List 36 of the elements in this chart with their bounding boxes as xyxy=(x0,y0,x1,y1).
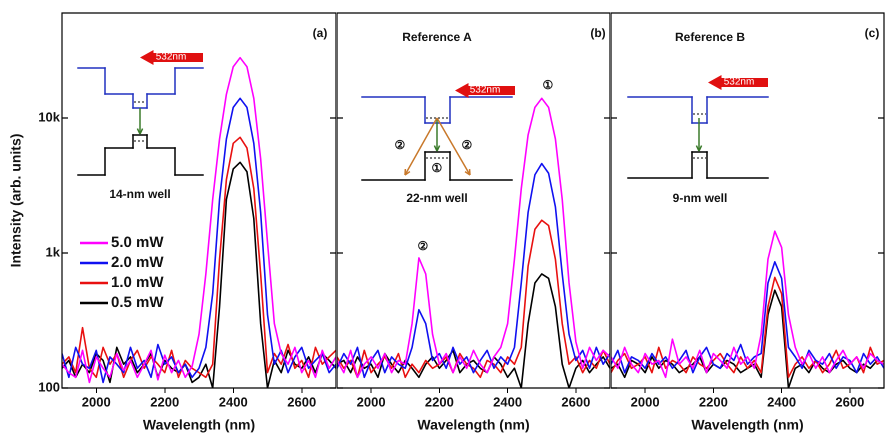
annotation: (a) xyxy=(312,26,328,40)
annotation: ② xyxy=(462,138,472,152)
y-tick-label: 10k xyxy=(38,110,61,125)
x-tick-label: 2400 xyxy=(493,394,522,410)
x-tick-label: 2000 xyxy=(630,394,660,410)
x-tick-label: 2400 xyxy=(767,394,796,410)
annotation: (c) xyxy=(864,26,880,40)
annotation: 14-nm well xyxy=(109,187,171,201)
x-tick-label: 2000 xyxy=(356,394,386,410)
annotation: (b) xyxy=(590,26,606,40)
x-axis-title: Wavelength (nm) xyxy=(691,416,804,432)
x-tick-label: 2200 xyxy=(698,394,728,410)
x-axis-title: Wavelength (nm) xyxy=(417,416,530,432)
legend-label: 2.0 mW xyxy=(111,254,164,272)
annotation: ② xyxy=(418,239,428,253)
annotation: 22-nm well xyxy=(406,191,468,205)
x-tick-label: 2600 xyxy=(561,394,590,410)
annotation: ① xyxy=(432,161,442,175)
x-tick-label: 2600 xyxy=(287,394,316,410)
y-axis-title: Intensity (arb. units) xyxy=(7,134,24,268)
x-tick-label: 2000 xyxy=(82,394,111,410)
annotation: 9-nm well xyxy=(672,191,728,205)
x-tick-label: 2400 xyxy=(218,394,248,410)
annotation: Reference B xyxy=(674,30,746,44)
legend-label: 5.0 mW xyxy=(111,234,164,252)
annotation: ① xyxy=(542,78,554,92)
y-tick-label: 100 xyxy=(38,380,60,395)
x-tick-label: 2600 xyxy=(835,394,864,410)
y-tick-label: 1k xyxy=(46,244,61,260)
annotation: ② xyxy=(394,138,406,152)
x-axis-title: Wavelength (nm) xyxy=(142,416,256,432)
annotation: Reference A xyxy=(402,30,472,44)
legend-label: 0.5 mW xyxy=(111,294,164,312)
x-tick-label: 2200 xyxy=(150,394,180,410)
legend-label: 1.0 mW xyxy=(111,274,164,292)
x-tick-label: 2200 xyxy=(424,394,454,410)
